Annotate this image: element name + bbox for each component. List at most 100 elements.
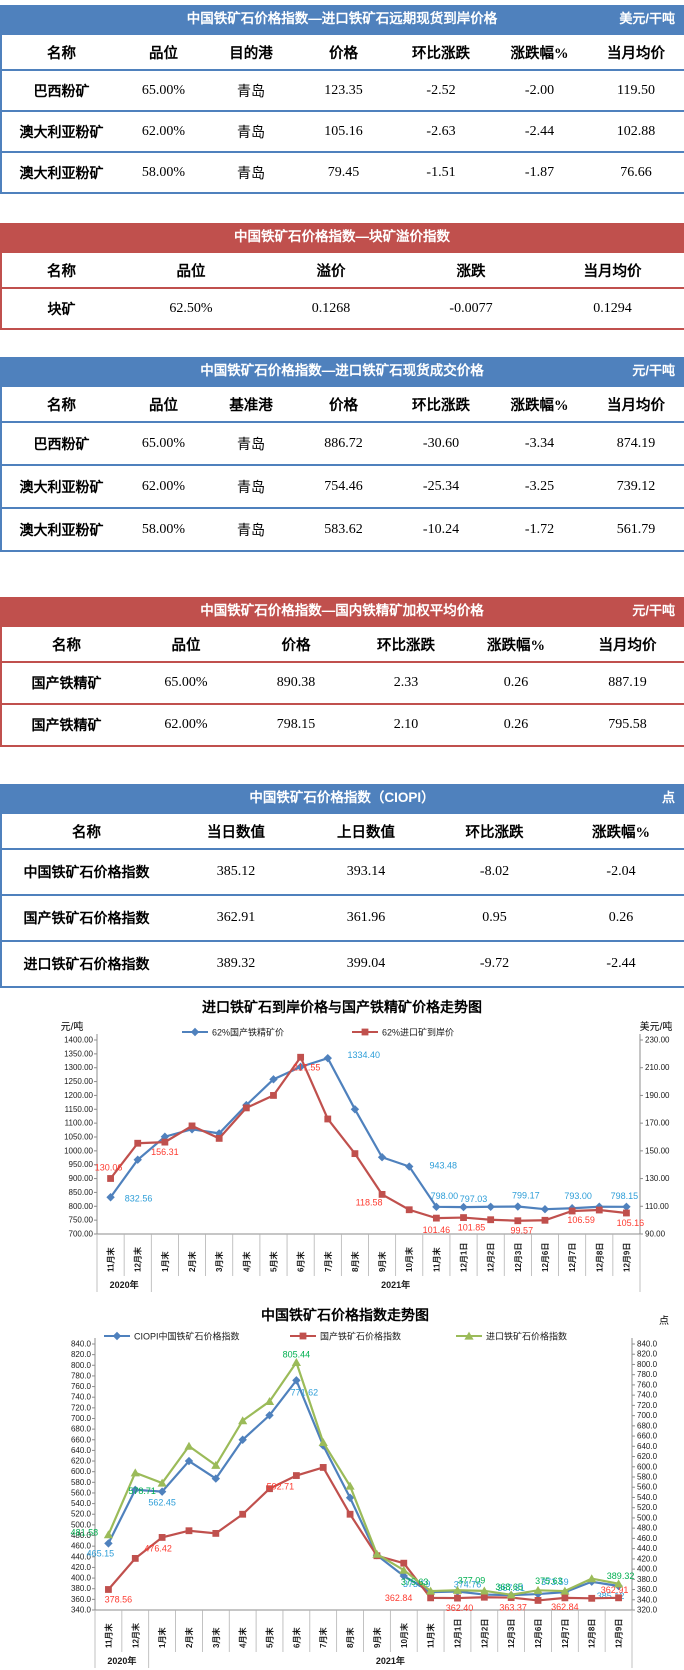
svg-text:580.0: 580.0: [71, 1478, 92, 1487]
data-label: 389.32: [607, 1571, 635, 1581]
svg-text:1150.00: 1150.00: [65, 1105, 94, 1114]
series-62%进口矿到岸价: 130.06 156.31 217.55 118.58 101.46 101.85 99.5…: [95, 1053, 644, 1236]
legend-item: 62%进口矿到岸价: [352, 1027, 454, 1038]
value-cell: -0.0077: [449, 300, 493, 316]
year-label: 2021年: [381, 1279, 410, 1290]
table-row: 国产铁精矿 62.00% 798.15 2.10 0.26 795.58: [1, 704, 684, 746]
data-label: 363.37: [499, 1603, 527, 1613]
value-cell: 62.00%: [164, 717, 208, 732]
data-label: 373.59: [403, 1579, 431, 1589]
svg-text:380.0: 380.0: [71, 1584, 92, 1593]
svg-text:1000.00: 1000.00: [64, 1146, 93, 1155]
x-axis-label: 12月8日: [588, 1619, 597, 1648]
value-cell: 62.00%: [141, 478, 186, 494]
svg-text:1350.00: 1350.00: [64, 1049, 93, 1058]
x-axis-label: 12月7日: [568, 1243, 577, 1272]
value-cell: 874.19: [616, 435, 656, 451]
table-row: 国产铁矿石价格指数 362.91 361.96 0.95 0.26: [1, 895, 684, 941]
data-label: 943.48: [429, 1161, 457, 1171]
table-unit: 美元/干吨: [619, 11, 675, 26]
x-axis-label: 12月7日: [561, 1619, 570, 1648]
right-axis-unit: 美元/吨: [640, 1020, 673, 1033]
right-axis-unit: 点: [659, 1315, 669, 1327]
svg-text:720.0: 720.0: [71, 1403, 92, 1412]
svg-text:540.0: 540.0: [637, 1493, 658, 1502]
price-table: 名称 品位 溢价 涨跌 当月均价 块矿 62.50% 0.1268 -0.0077 0.1294: [0, 251, 684, 330]
svg-text:1300.00: 1300.00: [64, 1063, 93, 1072]
table-title-band: 中国铁矿石价格指数—进口铁矿石现货成交价格 元/干吨: [0, 357, 684, 385]
svg-text:460.0: 460.0: [71, 1542, 92, 1551]
series-国产铁矿石价格指数: 378.56 476.42 592.71 362.84 362.40 363.37 362.…: [105, 1464, 629, 1613]
svg-text:740.0: 740.0: [637, 1391, 658, 1400]
value-cell: 青岛: [237, 480, 265, 496]
price-table: 名称 品位 目的港 价格 环比涨跌 涨跌幅% 当月均价 巴西粉矿 65.00% 青岛 123.35 -…: [0, 33, 684, 194]
value-cell: 0.26: [608, 910, 634, 925]
value-cell: 105.16: [324, 123, 363, 139]
svg-text:62%进口矿到岸价: 62%进口矿到岸价: [382, 1027, 454, 1038]
x-axis-label: 2月末: [184, 1628, 194, 1648]
svg-text:230.00: 230.00: [645, 1036, 670, 1045]
x-axis-label: 6月末: [291, 1628, 301, 1648]
svg-text:560.0: 560.0: [71, 1488, 92, 1497]
value-cell: -2.00: [524, 82, 555, 98]
svg-text:750.00: 750.00: [69, 1216, 94, 1225]
data-label: 373.59: [541, 1577, 569, 1587]
svg-text:CIOPI中国铁矿石价格指数: CIOPI中国铁矿石价格指数: [134, 1331, 240, 1342]
legend-item: CIOPI中国铁矿石价格指数: [104, 1331, 240, 1342]
data-label: 130.06: [95, 1162, 123, 1172]
data-label: 797.03: [460, 1194, 488, 1204]
table-row: 澳大利亚粉矿 58.00% 青岛 79.45 -1.51 -1.87 76.66: [1, 152, 684, 193]
table-row: 澳大利亚粉矿 62.00% 青岛 105.16 -2.63 -2.44 102.88: [1, 111, 684, 152]
value-cell: -1.72: [524, 521, 555, 537]
x-axis-label: 9月末: [372, 1628, 382, 1648]
data-label: 771.62: [291, 1387, 319, 1397]
svg-text:640.0: 640.0: [637, 1442, 658, 1451]
column-header: 目的港: [229, 45, 273, 62]
table-title-band: 中国铁矿石价格指数—进口铁矿石远期现货到岸价格 美元/干吨: [0, 5, 684, 33]
svg-text:760.0: 760.0: [71, 1382, 92, 1391]
year-label: 2020年: [107, 1655, 136, 1666]
svg-text:800.0: 800.0: [637, 1360, 658, 1369]
data-label: 362.91: [601, 1585, 629, 1595]
svg-text:420.0: 420.0: [71, 1563, 92, 1572]
svg-text:150.00: 150.00: [645, 1146, 670, 1155]
svg-text:360.0: 360.0: [637, 1585, 658, 1594]
x-axis-label: 2月末: [187, 1252, 197, 1272]
chart-title: 进口铁矿石到岸价格与国产铁精矿价格走势图: [202, 999, 482, 1015]
data-label: 217.55: [293, 1062, 321, 1072]
value-cell: -30.60: [422, 435, 460, 451]
table-row: 巴西粉矿 65.00% 青岛 886.72 -30.60 -3.34 874.19: [1, 422, 684, 465]
x-axis-label: 12月6日: [534, 1619, 543, 1648]
svg-text:360.0: 360.0: [71, 1595, 92, 1604]
column-header: 上日数值: [337, 824, 395, 841]
svg-text:850.00: 850.00: [69, 1188, 94, 1197]
data-label: 793.00: [564, 1191, 592, 1201]
table-lump-premium-index: 中国铁矿石价格指数—块矿溢价指数 名称 品位 溢价 涨跌 当月均价 块矿 62.50% 0.1…: [0, 223, 684, 330]
x-axis-label: 4月末: [241, 1252, 251, 1272]
svg-text:1100.00: 1100.00: [65, 1119, 94, 1128]
column-header: 价格: [281, 637, 311, 654]
price-table: 名称 当日数值 上日数值 环比涨跌 涨跌幅% 中国铁矿石价格指数 385.12 393.14 -…: [0, 812, 684, 988]
value-cell: -2.44: [606, 956, 636, 971]
data-label: 481.58: [71, 1528, 99, 1538]
value-cell: 0.95: [482, 910, 507, 925]
x-axis-label: 5月末: [265, 1628, 275, 1648]
table-title: 中国铁矿石价格指数—国内铁精矿加权平均价格: [200, 603, 484, 618]
svg-text:130.00: 130.00: [645, 1174, 670, 1183]
data-label: 362.84: [385, 1593, 413, 1603]
column-header: 品位: [149, 45, 178, 62]
data-label: 377.09: [458, 1575, 486, 1585]
x-axis-label: 12月9日: [622, 1243, 631, 1272]
row-name-cell: 国产铁矿石价格指数: [23, 912, 150, 927]
table-title: 中国铁矿石价格指数—进口铁矿石远期现货到岸价格: [186, 11, 498, 26]
data-label: 799.17: [512, 1191, 540, 1201]
svg-text:1250.00: 1250.00: [64, 1077, 93, 1086]
svg-text:90.00: 90.00: [645, 1230, 666, 1239]
table-import-seaborne-price: 中国铁矿石价格指数—进口铁矿石远期现货到岸价格 美元/干吨 名称 品位 目的港 价格 环…: [0, 5, 684, 194]
value-cell: -2.52: [426, 82, 456, 98]
x-axis-label: 8月末: [345, 1628, 355, 1648]
svg-text:进口铁矿石价格指数: 进口铁矿石价格指数: [486, 1331, 567, 1342]
svg-text:740.0: 740.0: [71, 1393, 92, 1402]
left-axis-unit: 元/吨: [61, 1020, 84, 1033]
x-axis-label: 11月末: [103, 1624, 113, 1648]
